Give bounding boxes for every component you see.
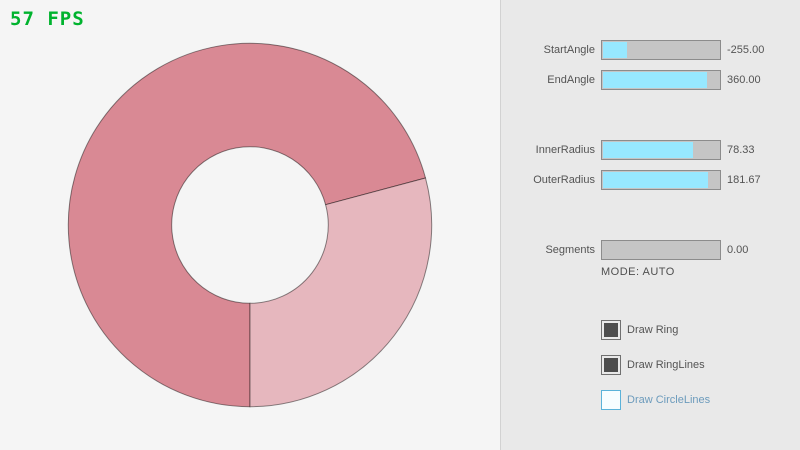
- inner-radius-value: 78.33: [727, 144, 755, 156]
- segments-label: Segments: [545, 244, 595, 256]
- slider-row-end-angle: EndAngle 360.00: [501, 70, 800, 90]
- slider-row-start-angle: StartAngle -255.00: [501, 40, 800, 60]
- segments-slider[interactable]: [601, 240, 721, 260]
- start-angle-value: -255.00: [727, 44, 765, 56]
- ring-canvas: [67, 42, 433, 408]
- outer-radius-label: OuterRadius: [533, 174, 595, 186]
- inner-radius-slider-fill: [603, 142, 694, 158]
- end-angle-slider-fill: [603, 72, 708, 88]
- end-angle-label: EndAngle: [547, 74, 595, 86]
- outer-radius-slider-fill: [603, 172, 709, 188]
- start-angle-slider-fill: [603, 42, 627, 58]
- inner-radius-slider[interactable]: [601, 140, 721, 160]
- checkbox-label-draw-ring: Draw Ring: [627, 324, 679, 336]
- segments-mode-label: MODE: AUTO: [601, 266, 675, 278]
- outer-radius-value: 181.67: [727, 174, 761, 186]
- start-angle-label: StartAngle: [543, 44, 595, 56]
- start-angle-slider[interactable]: [601, 40, 721, 60]
- slider-row-segments: Segments 0.00: [501, 240, 800, 260]
- end-angle-value: 360.00: [727, 74, 761, 86]
- slider-row-inner-radius: InnerRadius 78.33: [501, 140, 800, 160]
- outer-radius-slider[interactable]: [601, 170, 721, 190]
- inner-radius-label: InnerRadius: [535, 144, 595, 156]
- ring-sector-dark: [67, 42, 427, 408]
- checkbox-label-draw-circlelines: Draw CircleLines: [627, 394, 711, 406]
- fps-counter: 57 FPS: [10, 8, 85, 30]
- checkbox-box-draw-circlelines[interactable]: [601, 390, 621, 410]
- control-panel: StartAngle -255.00 EndAngle 360.00 Inner…: [500, 0, 800, 450]
- checkmark: [604, 358, 618, 372]
- checkmark: [604, 323, 618, 337]
- ring-sector-light: [249, 177, 433, 408]
- slider-row-outer-radius: OuterRadius 181.67: [501, 170, 800, 190]
- checkbox-box-draw-ringlines[interactable]: [601, 355, 621, 375]
- checkbox-label-draw-ringlines: Draw RingLines: [627, 359, 705, 371]
- end-angle-slider[interactable]: [601, 70, 721, 90]
- segments-value: 0.00: [727, 244, 749, 256]
- checkbox-box-draw-ring[interactable]: [601, 320, 621, 340]
